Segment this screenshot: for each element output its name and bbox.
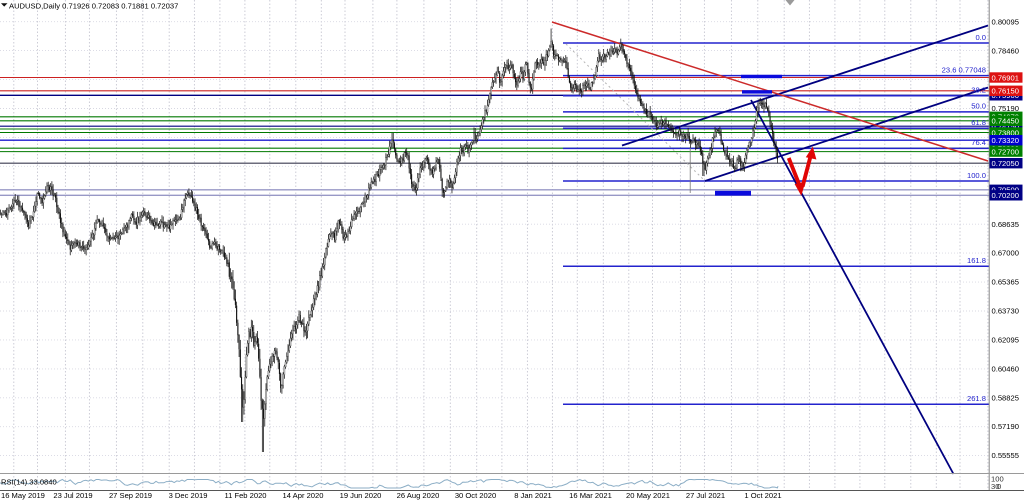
svg-text:0.73800: 0.73800 xyxy=(992,128,1019,137)
svg-text:0.60460: 0.60460 xyxy=(992,364,1019,373)
svg-text:20 May 2021: 20 May 2021 xyxy=(626,491,670,500)
svg-text:0.67000: 0.67000 xyxy=(992,249,1019,258)
svg-text:0: 0 xyxy=(997,482,1001,491)
svg-text:50.0: 50.0 xyxy=(971,102,986,111)
svg-text:0.78460: 0.78460 xyxy=(992,46,1019,55)
svg-text:0.55555: 0.55555 xyxy=(992,451,1019,460)
svg-text:14 Apr 2020: 14 Apr 2020 xyxy=(283,491,324,500)
svg-text:23 Jul 2019: 23 Jul 2019 xyxy=(53,491,92,500)
svg-text:0.76901: 0.76901 xyxy=(992,73,1019,82)
svg-text:76.4: 76.4 xyxy=(971,138,986,147)
svg-text:0.74150: 0.74150 xyxy=(992,122,1019,131)
svg-text:16 Mar 2021: 16 Mar 2021 xyxy=(569,491,612,500)
svg-text:261.8: 261.8 xyxy=(967,394,986,403)
svg-text:26 Aug 2020: 26 Aug 2020 xyxy=(397,491,440,500)
svg-text:0.75190: 0.75190 xyxy=(992,104,1019,113)
svg-text:0.73320: 0.73320 xyxy=(992,136,1019,145)
svg-text:27 Sep 2019: 27 Sep 2019 xyxy=(109,491,152,500)
svg-text:0.62095: 0.62095 xyxy=(992,336,1019,345)
svg-text:0.57190: 0.57190 xyxy=(992,422,1019,431)
svg-text:3 Dec 2019: 3 Dec 2019 xyxy=(169,491,208,500)
svg-text:19 Jun 2020: 19 Jun 2020 xyxy=(340,491,382,500)
svg-text:30 Oct 2020: 30 Oct 2020 xyxy=(455,491,496,500)
svg-text:100: 100 xyxy=(991,475,1004,484)
svg-text:38.2: 38.2 xyxy=(971,86,986,95)
svg-text:30: 30 xyxy=(991,482,999,491)
svg-text:8 Jan 2021: 8 Jan 2021 xyxy=(514,491,552,500)
svg-text:61.8: 61.8 xyxy=(971,118,986,127)
svg-text:11 Feb 2020: 11 Feb 2020 xyxy=(224,491,266,500)
svg-text:23.6 0.77048: 23.6 0.77048 xyxy=(942,65,986,74)
svg-text:161.8: 161.8 xyxy=(967,256,986,265)
svg-text:0.72700: 0.72700 xyxy=(992,147,1019,156)
svg-text:100.0: 100.0 xyxy=(967,171,986,180)
svg-text:27 Jul 2021: 27 Jul 2021 xyxy=(686,491,725,500)
svg-text:0.68635: 0.68635 xyxy=(992,220,1019,229)
svg-text:0.65365: 0.65365 xyxy=(992,278,1019,287)
svg-text:0.76150: 0.76150 xyxy=(992,87,1019,96)
svg-text:0.0: 0.0 xyxy=(975,33,986,42)
svg-text:0.80095: 0.80095 xyxy=(992,18,1019,27)
svg-text:1 Oct 2021: 1 Oct 2021 xyxy=(744,491,781,500)
svg-text:RSI(14) 33.0840: RSI(14) 33.0840 xyxy=(1,478,57,487)
svg-text:0.63730: 0.63730 xyxy=(992,307,1019,316)
svg-text:0.70200: 0.70200 xyxy=(992,191,1019,200)
svg-text:0.72050: 0.72050 xyxy=(992,159,1019,168)
svg-text:0.74450: 0.74450 xyxy=(992,117,1019,126)
svg-text:0.58825: 0.58825 xyxy=(992,393,1019,402)
svg-text:AUDUSD,Daily 0.71926 0.72083: AUDUSD,Daily 0.71926 0.72083 0.71881 0.7… xyxy=(9,1,178,10)
svg-text:16 May 2019: 16 May 2019 xyxy=(1,491,45,500)
